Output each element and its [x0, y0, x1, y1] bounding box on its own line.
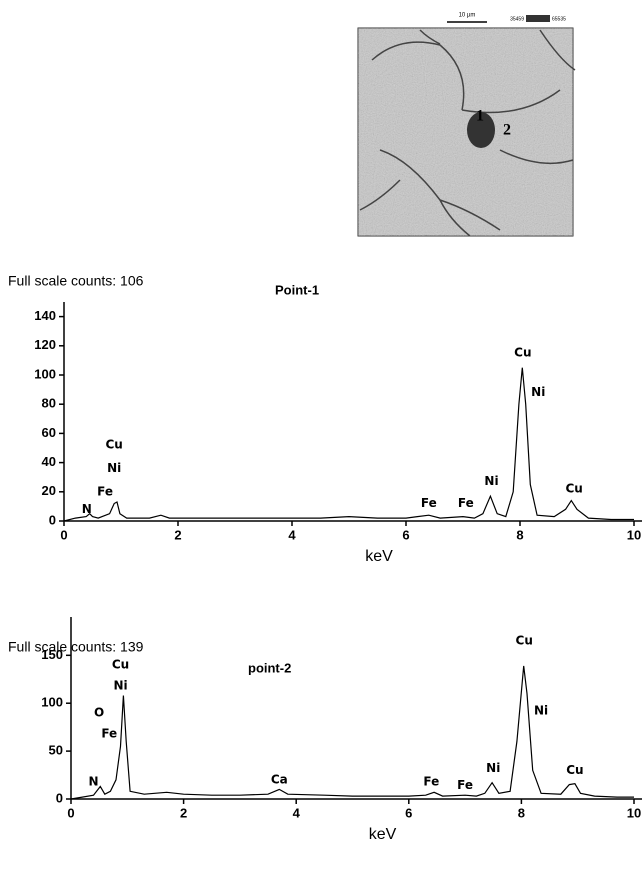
y-tick-label: 150 [41, 647, 63, 662]
y-tick-label: 0 [56, 790, 63, 805]
sem-image: 10 µm 35459 65535 1 2 [358, 13, 575, 236]
chart-title: point-2 [248, 660, 291, 675]
subtitle: Full scale counts: 106 [8, 273, 144, 289]
y-tick-label: 40 [42, 454, 56, 469]
spectrum-line [71, 666, 634, 799]
subtitle: Full scale counts: 139 [8, 639, 144, 655]
gray-scale [526, 15, 550, 22]
x-tick-label: 2 [174, 527, 181, 542]
scale-low: 35459 [510, 16, 524, 22]
x-axis-label: keV [365, 548, 393, 565]
x-tick-label: 10 [627, 527, 641, 542]
y-tick-label: 50 [49, 743, 63, 758]
x-tick-label: 10 [627, 805, 641, 820]
y-tick-label: 60 [42, 425, 56, 440]
peak-label: N [88, 774, 98, 788]
figure: 10 µm 35459 65535 1 2 Full scale counts:… [0, 0, 642, 877]
point-marker: 2 [503, 122, 511, 139]
peak-label: Fe [458, 496, 474, 510]
peak-label: Ni [484, 474, 498, 488]
peak-label: Ni [531, 385, 545, 399]
peak-label: Ni [534, 703, 548, 717]
y-tick-label: 0 [49, 512, 56, 527]
y-tick-label: 140 [34, 308, 56, 323]
y-tick-label: 20 [42, 483, 56, 498]
peak-label: Cu [112, 657, 129, 671]
y-tick-label: 100 [41, 695, 63, 710]
x-tick-label: 0 [60, 527, 67, 542]
peak-label: Fe [457, 778, 473, 792]
point-marker: 1 [476, 108, 484, 125]
x-tick-label: 8 [516, 527, 523, 542]
peak-label: Fe [101, 726, 117, 740]
chart-title: Point-1 [275, 282, 319, 297]
x-tick-label: 6 [402, 527, 409, 542]
peak-label: Cu [565, 481, 582, 495]
peak-label: Fe [97, 484, 113, 498]
peak-label: Cu [105, 438, 122, 452]
peak-label: N [82, 502, 92, 516]
y-tick-label: 100 [34, 366, 56, 381]
peak-label: Fe [421, 496, 437, 510]
peak-label: Fe [423, 774, 439, 788]
x-axis-label: keV [369, 826, 397, 843]
sem-texture [358, 28, 573, 236]
peak-label: Cu [516, 633, 533, 647]
y-tick-label: 120 [34, 337, 56, 352]
peak-label: Ni [107, 461, 121, 475]
peak-label: Ni [486, 761, 500, 775]
peak-label: Ca [271, 772, 288, 786]
peak-label: O [94, 705, 104, 719]
x-tick-label: 4 [288, 527, 296, 542]
y-tick-label: 80 [42, 396, 56, 411]
peak-label: Cu [514, 346, 531, 360]
x-tick-label: 2 [180, 805, 187, 820]
x-tick-label: 0 [67, 805, 74, 820]
scale-bar-label: 10 µm [459, 13, 476, 19]
spectrum-line [64, 368, 634, 521]
peak-label: Ni [113, 678, 127, 692]
scale-high: 65535 [552, 16, 566, 22]
peak-label: Cu [566, 763, 583, 777]
x-tick-label: 8 [518, 805, 525, 820]
x-tick-label: 6 [405, 805, 412, 820]
x-tick-label: 4 [293, 805, 301, 820]
